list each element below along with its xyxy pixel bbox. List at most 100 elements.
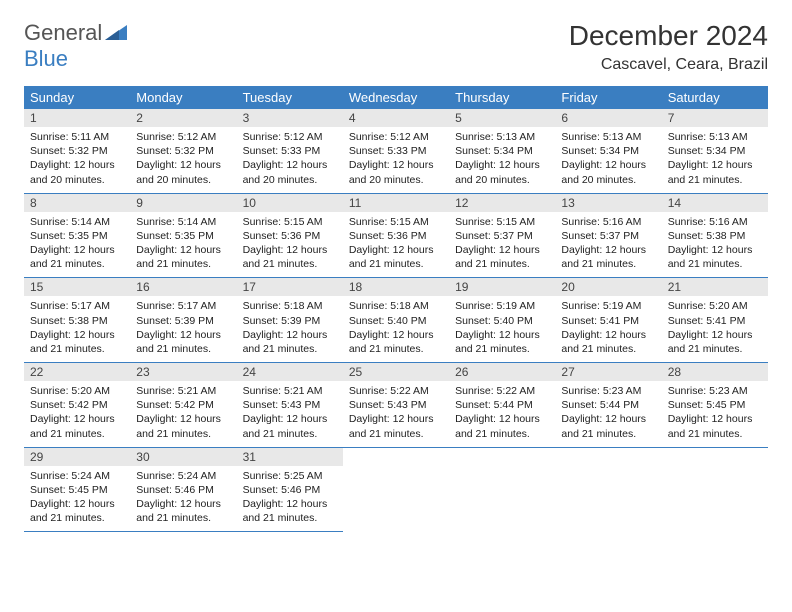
day-info: Sunrise: 5:17 AMSunset: 5:39 PMDaylight:… <box>130 296 236 362</box>
day-number: 8 <box>24 194 130 212</box>
sunrise-line: Sunrise: 5:19 AM <box>561 299 655 313</box>
calendar-day-cell: 29Sunrise: 5:24 AMSunset: 5:45 PMDayligh… <box>24 447 130 532</box>
calendar-day-cell: 27Sunrise: 5:23 AMSunset: 5:44 PMDayligh… <box>555 363 661 448</box>
day-info: Sunrise: 5:13 AMSunset: 5:34 PMDaylight:… <box>555 127 661 193</box>
sunset-line: Sunset: 5:41 PM <box>561 314 655 328</box>
day-number: 10 <box>237 194 343 212</box>
daylight-line: Daylight: 12 hours and 21 minutes. <box>243 497 337 525</box>
daylight-line: Daylight: 12 hours and 21 minutes. <box>243 412 337 440</box>
day-number: 26 <box>449 363 555 381</box>
sunset-line: Sunset: 5:37 PM <box>455 229 549 243</box>
sunset-line: Sunset: 5:39 PM <box>243 314 337 328</box>
calendar-day-cell: 30Sunrise: 5:24 AMSunset: 5:46 PMDayligh… <box>130 447 236 532</box>
daylight-line: Daylight: 12 hours and 21 minutes. <box>349 328 443 356</box>
sunrise-line: Sunrise: 5:24 AM <box>136 469 230 483</box>
day-info: Sunrise: 5:20 AMSunset: 5:41 PMDaylight:… <box>662 296 768 362</box>
sunset-line: Sunset: 5:38 PM <box>668 229 762 243</box>
calendar-day-cell: 3Sunrise: 5:12 AMSunset: 5:33 PMDaylight… <box>237 109 343 193</box>
day-number: 27 <box>555 363 661 381</box>
daylight-line: Daylight: 12 hours and 20 minutes. <box>349 158 443 186</box>
day-info: Sunrise: 5:12 AMSunset: 5:33 PMDaylight:… <box>237 127 343 193</box>
day-header: Wednesday <box>343 86 449 109</box>
sunrise-line: Sunrise: 5:13 AM <box>561 130 655 144</box>
sunset-line: Sunset: 5:43 PM <box>243 398 337 412</box>
sunrise-line: Sunrise: 5:21 AM <box>243 384 337 398</box>
logo-text: GeneralBlue <box>24 20 127 72</box>
calendar-day-cell: 28Sunrise: 5:23 AMSunset: 5:45 PMDayligh… <box>662 363 768 448</box>
calendar-week-row: 29Sunrise: 5:24 AMSunset: 5:45 PMDayligh… <box>24 447 768 532</box>
sunrise-line: Sunrise: 5:25 AM <box>243 469 337 483</box>
sunrise-line: Sunrise: 5:18 AM <box>243 299 337 313</box>
page-header: GeneralBlue December 2024 Cascavel, Cear… <box>24 20 768 74</box>
daylight-line: Daylight: 12 hours and 21 minutes. <box>30 412 124 440</box>
day-number: 18 <box>343 278 449 296</box>
day-info: Sunrise: 5:20 AMSunset: 5:42 PMDaylight:… <box>24 381 130 447</box>
calendar-day-cell: 9Sunrise: 5:14 AMSunset: 5:35 PMDaylight… <box>130 193 236 278</box>
daylight-line: Daylight: 12 hours and 21 minutes. <box>136 328 230 356</box>
sunset-line: Sunset: 5:40 PM <box>349 314 443 328</box>
calendar-week-row: 8Sunrise: 5:14 AMSunset: 5:35 PMDaylight… <box>24 193 768 278</box>
calendar-day-cell: 22Sunrise: 5:20 AMSunset: 5:42 PMDayligh… <box>24 363 130 448</box>
sunset-line: Sunset: 5:32 PM <box>30 144 124 158</box>
daylight-line: Daylight: 12 hours and 21 minutes. <box>668 158 762 186</box>
day-info: Sunrise: 5:24 AMSunset: 5:46 PMDaylight:… <box>130 466 236 532</box>
sunrise-line: Sunrise: 5:20 AM <box>30 384 124 398</box>
calendar-day-cell: 24 Sunrise: 5:21 AMSunset: 5:43 PMDayligh… <box>237 363 343 448</box>
day-number: 30 <box>130 448 236 466</box>
sunrise-line: Sunrise: 5:14 AM <box>30 215 124 229</box>
daylight-line: Daylight: 12 hours and 21 minutes. <box>136 497 230 525</box>
day-info: Sunrise: 5:17 AMSunset: 5:38 PMDaylight:… <box>24 296 130 362</box>
daylight-line: Daylight: 12 hours and 20 minutes. <box>243 158 337 186</box>
calendar-page: GeneralBlue December 2024 Cascavel, Cear… <box>0 0 792 552</box>
day-number: 31 <box>237 448 343 466</box>
daylight-line: Daylight: 12 hours and 21 minutes. <box>668 412 762 440</box>
calendar-week-row: 1Sunrise: 5:11 AMSunset: 5:32 PMDaylight… <box>24 109 768 193</box>
sunrise-line: Sunrise: 5:15 AM <box>349 215 443 229</box>
day-info: Sunrise: 5:13 AMSunset: 5:34 PMDaylight:… <box>662 127 768 193</box>
day-number: 7 <box>662 109 768 127</box>
day-info: Sunrise: 5:15 AMSunset: 5:36 PMDaylight:… <box>343 212 449 278</box>
daylight-line: Daylight: 12 hours and 21 minutes. <box>136 243 230 271</box>
day-info: Sunrise: 5:12 AMSunset: 5:33 PMDaylight:… <box>343 127 449 193</box>
sunrise-line: Sunrise: 5:13 AM <box>668 130 762 144</box>
day-info: Sunrise: 5:16 AMSunset: 5:38 PMDaylight:… <box>662 212 768 278</box>
sunset-line: Sunset: 5:46 PM <box>243 483 337 497</box>
month-title: December 2024 <box>569 20 768 52</box>
calendar-day-cell: 19Sunrise: 5:19 AMSunset: 5:40 PMDayligh… <box>449 278 555 363</box>
title-block: December 2024 Cascavel, Ceara, Brazil <box>569 20 768 74</box>
sunrise-line: Sunrise: 5:12 AM <box>136 130 230 144</box>
sunset-line: Sunset: 5:35 PM <box>30 229 124 243</box>
daylight-line: Daylight: 12 hours and 21 minutes. <box>243 243 337 271</box>
day-header: Sunday <box>24 86 130 109</box>
daylight-line: Daylight: 12 hours and 21 minutes. <box>30 328 124 356</box>
sunrise-line: Sunrise: 5:14 AM <box>136 215 230 229</box>
day-info: Sunrise: 5:16 AMSunset: 5:37 PMDaylight:… <box>555 212 661 278</box>
day-number: 4 <box>343 109 449 127</box>
day-number: 24 <box>237 363 343 381</box>
sunrise-line: Sunrise: 5:11 AM <box>30 130 124 144</box>
sunrise-line: Sunrise: 5:12 AM <box>349 130 443 144</box>
sunset-line: Sunset: 5:44 PM <box>561 398 655 412</box>
calendar-body: 1Sunrise: 5:11 AMSunset: 5:32 PMDaylight… <box>24 109 768 532</box>
day-info: Sunrise: 5:15 AMSunset: 5:37 PMDaylight:… <box>449 212 555 278</box>
sunset-line: Sunset: 5:33 PM <box>349 144 443 158</box>
day-number: 21 <box>662 278 768 296</box>
day-number: 19 <box>449 278 555 296</box>
day-info: Sunrise: 5:18 AMSunset: 5:39 PMDaylight:… <box>237 296 343 362</box>
calendar-head: SundayMondayTuesdayWednesdayThursdayFrid… <box>24 86 768 109</box>
calendar-day-cell: 26Sunrise: 5:22 AMSunset: 5:44 PMDayligh… <box>449 363 555 448</box>
day-number: 11 <box>343 194 449 212</box>
day-info: Sunrise: 5:18 AMSunset: 5:40 PMDaylight:… <box>343 296 449 362</box>
logo-text-blue: Blue <box>24 46 68 71</box>
daylight-line: Daylight: 12 hours and 21 minutes. <box>668 328 762 356</box>
daylight-line: Daylight: 12 hours and 21 minutes. <box>561 243 655 271</box>
sunrise-line: Sunrise: 5:12 AM <box>243 130 337 144</box>
daylight-line: Daylight: 12 hours and 20 minutes. <box>136 158 230 186</box>
calendar-day-cell: 12Sunrise: 5:15 AMSunset: 5:37 PMDayligh… <box>449 193 555 278</box>
day-header: Friday <box>555 86 661 109</box>
day-number: 3 <box>237 109 343 127</box>
triangle-icon <box>105 20 127 45</box>
daylight-line: Daylight: 12 hours and 21 minutes. <box>455 328 549 356</box>
day-number: 23 <box>130 363 236 381</box>
day-info: Sunrise: 5:11 AMSunset: 5:32 PMDaylight:… <box>24 127 130 193</box>
